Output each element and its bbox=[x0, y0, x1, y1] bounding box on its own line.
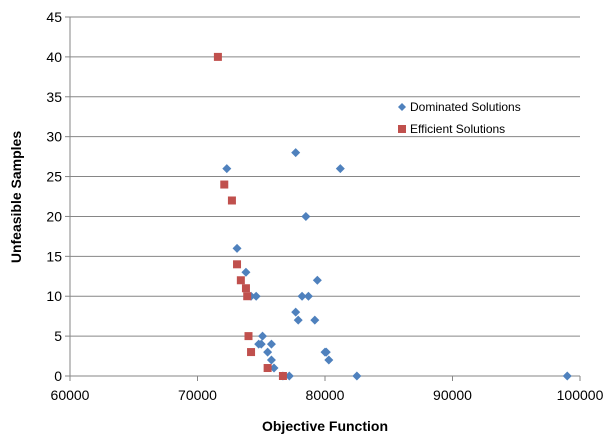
x-tick-label: 90000 bbox=[433, 387, 472, 403]
data-point-dominated bbox=[256, 339, 266, 349]
data-point-dominated bbox=[241, 267, 251, 277]
data-point-dominated bbox=[266, 355, 276, 365]
data-point-efficient bbox=[263, 364, 272, 373]
y-tick-label: 15 bbox=[46, 248, 62, 264]
data-point-efficient bbox=[236, 276, 245, 285]
legend-marker-square bbox=[398, 125, 406, 133]
data-point-efficient bbox=[241, 284, 250, 293]
data-point-dominated bbox=[263, 347, 273, 357]
data-point-dominated bbox=[297, 291, 307, 301]
y-tick-label: 25 bbox=[46, 169, 62, 185]
data-point-efficient bbox=[213, 52, 222, 61]
y-tick-label: 35 bbox=[46, 89, 62, 105]
data-point-dominated bbox=[232, 243, 242, 253]
legend-label-dominated: Dominated Solutions bbox=[410, 100, 521, 114]
data-point-dominated bbox=[258, 331, 268, 341]
y-tick-label: 5 bbox=[54, 328, 62, 344]
y-axis-title: Unfeasible Samples bbox=[8, 131, 24, 263]
legend-marker-diamond bbox=[398, 103, 406, 111]
data-point-dominated bbox=[266, 339, 276, 349]
y-tick-label: 40 bbox=[46, 49, 62, 65]
data-point-dominated bbox=[269, 363, 279, 373]
data-point-dominated bbox=[303, 291, 313, 301]
plot-border bbox=[69, 17, 580, 377]
gridlines bbox=[65, 16, 581, 381]
data-point-dominated bbox=[310, 315, 320, 325]
y-tick-label: 0 bbox=[54, 368, 62, 384]
data-point-efficient bbox=[247, 348, 256, 357]
legend-item-efficient: Efficient Solutions bbox=[398, 122, 505, 136]
x-tick-labels: 60000 70000 80000 90000 100000 bbox=[51, 387, 604, 403]
y-tick-labels: 0 5 10 15 20 25 30 35 40 45 bbox=[46, 9, 62, 384]
y-tick-label: 30 bbox=[46, 129, 62, 145]
legend-label-efficient: Efficient Solutions bbox=[410, 122, 505, 136]
data-point-dominated bbox=[312, 275, 322, 285]
x-tick-label: 70000 bbox=[178, 387, 217, 403]
data-point-efficient bbox=[243, 292, 252, 301]
data-point-dominated bbox=[562, 371, 572, 381]
data-point-dominated bbox=[293, 315, 303, 325]
data-point-efficient bbox=[244, 332, 253, 341]
data-point-dominated bbox=[251, 291, 261, 301]
data-point-dominated bbox=[335, 164, 345, 174]
x-axis-title: Objective Function bbox=[262, 418, 388, 434]
data-point-dominated bbox=[291, 148, 301, 158]
data-point-dominated bbox=[352, 371, 362, 381]
legend-item-dominated: Dominated Solutions bbox=[398, 100, 521, 114]
y-tick-label: 20 bbox=[46, 208, 62, 224]
data-point-dominated bbox=[301, 211, 311, 221]
y-tick-label: 45 bbox=[46, 9, 62, 25]
y-tick-label: 10 bbox=[46, 288, 62, 304]
data-point-dominated bbox=[222, 164, 232, 174]
x-tick-label: 100000 bbox=[557, 387, 604, 403]
data-point-efficient bbox=[220, 180, 229, 189]
data-point-dominated bbox=[321, 347, 331, 357]
x-tick-label: 80000 bbox=[306, 387, 345, 403]
data-point-dominated bbox=[284, 371, 294, 381]
legend: Dominated Solutions Efficient Solutions bbox=[398, 100, 521, 136]
data-point-efficient bbox=[278, 372, 287, 380]
data-point-dominated bbox=[324, 355, 334, 365]
x-tick-label: 60000 bbox=[51, 387, 90, 403]
data-point-efficient bbox=[233, 260, 242, 269]
data-point-dominated bbox=[291, 307, 301, 317]
data-point-efficient bbox=[227, 196, 236, 205]
data-points bbox=[213, 52, 572, 381]
